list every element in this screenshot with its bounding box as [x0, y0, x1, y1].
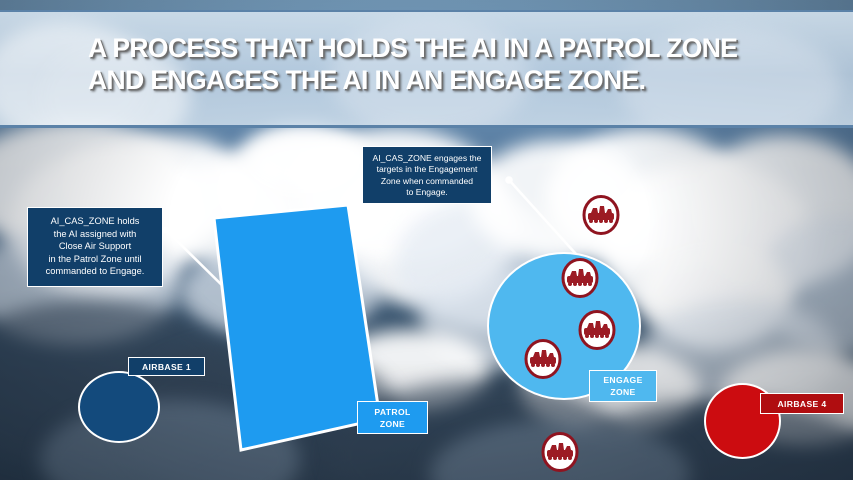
callout-patrol-line-1: AI_CAS_ZONE holds — [50, 216, 140, 226]
enemy-vehicle-icon[interactable] — [524, 339, 562, 379]
label-patrol-zone[interactable]: PATROL ZONE — [357, 401, 428, 434]
enemy-vehicle-icon[interactable] — [541, 432, 579, 472]
callout-patrol-line-4: in the Patrol Zone until — [48, 253, 142, 264]
label-patrol-zone-line-1: PATROL — [374, 406, 411, 417]
title-band: A PROCESS THAT HOLDS THE AI IN A PATROL … — [0, 10, 853, 128]
label-engage-zone[interactable]: ENGAGE ZONE — [589, 370, 657, 402]
callout-patrol-line-2: the AI assigned with — [53, 228, 137, 239]
enemy-vehicle-icon[interactable] — [561, 258, 599, 298]
label-airbase-1[interactable]: AIRBASE 1 — [128, 357, 205, 376]
patrol-zone-polygon[interactable] — [212, 203, 382, 452]
label-patrol-zone-line-2: ZONE — [379, 418, 406, 429]
callout-patrol-line-5: commanded to Engage. — [45, 266, 145, 277]
callout-engage-line-4: to Engage. — [406, 187, 448, 198]
callout-engage-line-3: Zone when commanded — [380, 175, 474, 186]
label-engage-zone-line-2: ZONE — [610, 387, 636, 397]
callout-patrol-zone[interactable]: AI_CAS_ZONE holds the AI assigned with C… — [27, 207, 163, 287]
callout-patrol-line-3: Close Air Support — [58, 241, 132, 252]
label-airbase-1-text: AIRBASE 1 — [142, 361, 191, 372]
label-airbase-4-text: AIRBASE 4 — [777, 398, 827, 409]
callout-engage-line-1: AI_CAS_ZONE engages the — [372, 153, 482, 163]
title-band-clouds — [0, 12, 853, 125]
page-title: A PROCESS THAT HOLDS THE AI IN A PATROL … — [88, 33, 738, 95]
patrol-zone-shape[interactable] — [205, 203, 382, 452]
enemy-vehicle-icon[interactable] — [578, 310, 616, 350]
label-engage-zone-line-1: ENGAGE — [603, 375, 643, 385]
enemy-vehicle-icon[interactable] — [582, 195, 620, 235]
label-airbase-4[interactable]: AIRBASE 4 — [760, 393, 844, 414]
airbase-1-shape[interactable] — [78, 371, 160, 443]
callout-engage-line-2: targets in the Engagement — [376, 164, 478, 175]
callout-engage-zone[interactable]: AI_CAS_ZONE engages the targets in the E… — [362, 146, 492, 204]
